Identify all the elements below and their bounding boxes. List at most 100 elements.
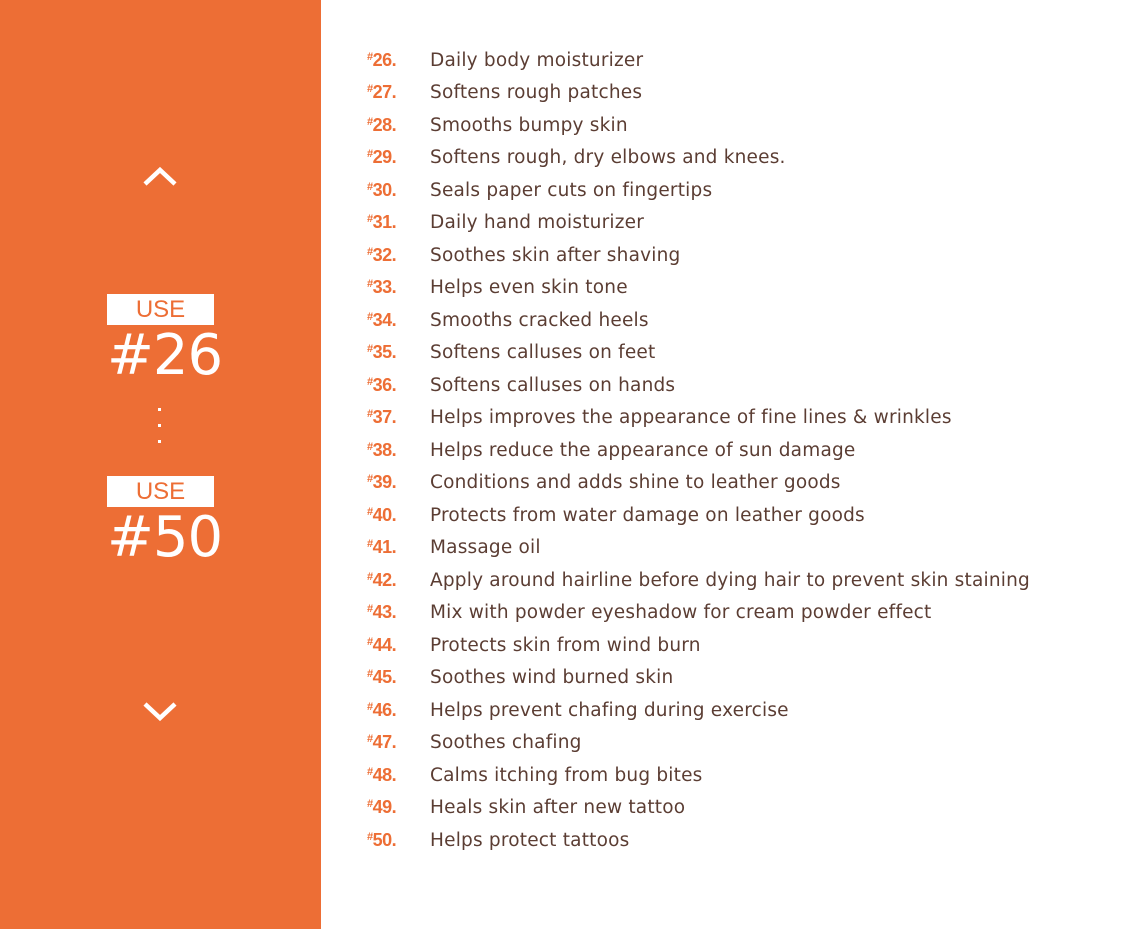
use-text: Massage oil xyxy=(430,537,541,559)
list-item: #45. Soothes wind burned skin xyxy=(367,662,1030,695)
list-item: #31. Daily hand moisturizer xyxy=(367,207,1030,240)
list-item: #48. Calms itching from bug bites xyxy=(367,759,1030,792)
use-text: Conditions and adds shine to leather goo… xyxy=(430,472,841,494)
use-text: Helps improves the appearance of fine li… xyxy=(430,407,952,429)
list-item: #35. Softens calluses on feet xyxy=(367,337,1030,370)
list-item: #46. Helps prevent chafing during exercis… xyxy=(367,694,1030,727)
list-item: #29. Softens rough, dry elbows and knees. xyxy=(367,142,1030,175)
use-text: Helps reduce the appearance of sun damag… xyxy=(430,439,856,461)
use-text: Helps protect tattoos xyxy=(430,829,630,851)
use-number: #40. xyxy=(367,504,397,525)
use-text: Softens calluses on hands xyxy=(430,374,676,396)
use-text: Soothes skin after shaving xyxy=(430,244,681,266)
list-item: #34. Smooths cracked heels xyxy=(367,304,1030,337)
use-number: #26. xyxy=(367,49,397,70)
use-number: #29. xyxy=(367,147,397,168)
use-number-value: 36. xyxy=(372,374,397,395)
list-item: #42. Apply around hairline before dying h… xyxy=(367,564,1030,597)
use-number: #44. xyxy=(367,634,397,655)
list-item: #44. Protects skin from wind burn xyxy=(367,629,1030,662)
use-number-value: 28. xyxy=(372,114,397,135)
list-item: #27. Softens rough patches xyxy=(367,77,1030,110)
use-text: Seals paper cuts on fingertips xyxy=(430,179,713,201)
use-number: #28. xyxy=(367,114,397,135)
range-end-label: USE xyxy=(107,476,214,507)
use-text: Protects skin from wind burn xyxy=(430,634,701,656)
list-item: #30. Seals paper cuts on fingertips xyxy=(367,174,1030,207)
use-text: Protects from water damage on leather go… xyxy=(430,504,865,526)
use-number-value: 48. xyxy=(372,764,397,785)
use-number: #43. xyxy=(367,602,397,623)
use-text: Softens rough, dry elbows and knees. xyxy=(430,147,786,169)
use-number: #45. xyxy=(367,667,397,688)
range-start-number: #26 xyxy=(107,323,223,388)
use-number-value: 41. xyxy=(372,537,397,558)
use-number-value: 49. xyxy=(372,797,397,818)
use-number: #32. xyxy=(367,244,397,265)
use-text: Softens rough patches xyxy=(430,82,643,104)
list-item: #32. Soothes skin after shaving xyxy=(367,239,1030,272)
use-number-value: 27. xyxy=(372,82,397,103)
use-number: #34. xyxy=(367,309,397,330)
use-number: #46. xyxy=(367,699,397,720)
list-item: #39. Conditions and adds shine to leather… xyxy=(367,467,1030,500)
use-number: #48. xyxy=(367,764,397,785)
range-start-label: USE xyxy=(107,294,214,325)
use-text: Daily hand moisturizer xyxy=(430,212,645,234)
use-number: #42. xyxy=(367,569,397,590)
use-number: #31. xyxy=(367,212,397,233)
ellipsis-dots xyxy=(158,408,162,456)
list-item: #40. Protects from water damage on leathe… xyxy=(367,499,1030,532)
list-item: #50. Helps protect tattoos xyxy=(367,824,1030,857)
use-number: #38. xyxy=(367,439,397,460)
list-item: #38. Helps reduce the appearance of sun d… xyxy=(367,434,1030,467)
list-item: #43. Mix with powder eyeshadow for cream … xyxy=(367,597,1030,630)
use-number-value: 35. xyxy=(372,342,397,363)
use-text: Mix with powder eyeshadow for cream powd… xyxy=(430,602,932,624)
use-text: Soothes chafing xyxy=(430,732,582,754)
range-end-number: #50 xyxy=(107,505,223,570)
use-number: #37. xyxy=(367,407,397,428)
use-number: #49. xyxy=(367,797,397,818)
list-item: #28. Smooths bumpy skin xyxy=(367,109,1030,142)
list-item: #49. Heals skin after new tattoo xyxy=(367,792,1030,825)
use-number-value: 33. xyxy=(372,277,397,298)
sidebar: USE #26 USE #50 xyxy=(0,0,321,929)
use-number-value: 32. xyxy=(372,244,397,265)
chevron-up-icon[interactable] xyxy=(142,164,178,188)
use-text: Apply around hairline before dying hair … xyxy=(430,569,1030,591)
use-number-value: 46. xyxy=(372,699,397,720)
use-text: Daily body moisturizer xyxy=(430,49,644,71)
use-number-value: 31. xyxy=(372,212,397,233)
use-text: Soothes wind burned skin xyxy=(430,667,674,689)
use-number-value: 45. xyxy=(372,667,397,688)
use-text: Helps even skin tone xyxy=(430,277,628,299)
list-item: #36. Softens calluses on hands xyxy=(367,369,1030,402)
use-number: #33. xyxy=(367,277,397,298)
use-text: Helps prevent chafing during exercise xyxy=(430,699,789,721)
use-number-value: 38. xyxy=(372,439,397,460)
use-number-value: 34. xyxy=(372,309,397,330)
use-number: #35. xyxy=(367,342,397,363)
list-item: #33. Helps even skin tone xyxy=(367,272,1030,305)
use-text: Smooths cracked heels xyxy=(430,309,649,331)
use-number-value: 42. xyxy=(372,569,397,590)
use-number-value: 26. xyxy=(372,49,397,70)
chevron-down-icon[interactable] xyxy=(142,700,178,724)
list-item: #47. Soothes chafing xyxy=(367,727,1030,760)
use-number-value: 47. xyxy=(372,732,397,753)
use-number-value: 44. xyxy=(372,634,397,655)
use-text: Heals skin after new tattoo xyxy=(430,797,686,819)
use-number: #30. xyxy=(367,179,397,200)
use-number-value: 50. xyxy=(372,829,397,850)
use-number-value: 29. xyxy=(372,147,397,168)
use-text: Softens calluses on feet xyxy=(430,342,656,364)
use-number-value: 43. xyxy=(372,602,397,623)
use-number: #47. xyxy=(367,732,397,753)
use-number: #36. xyxy=(367,374,397,395)
use-number-value: 39. xyxy=(372,472,397,493)
list-item: #26. Daily body moisturizer xyxy=(367,44,1030,77)
use-text: Calms itching from bug bites xyxy=(430,764,703,786)
use-number: #50. xyxy=(367,829,397,850)
list-item: #37. Helps improves the appearance of fin… xyxy=(367,402,1030,435)
